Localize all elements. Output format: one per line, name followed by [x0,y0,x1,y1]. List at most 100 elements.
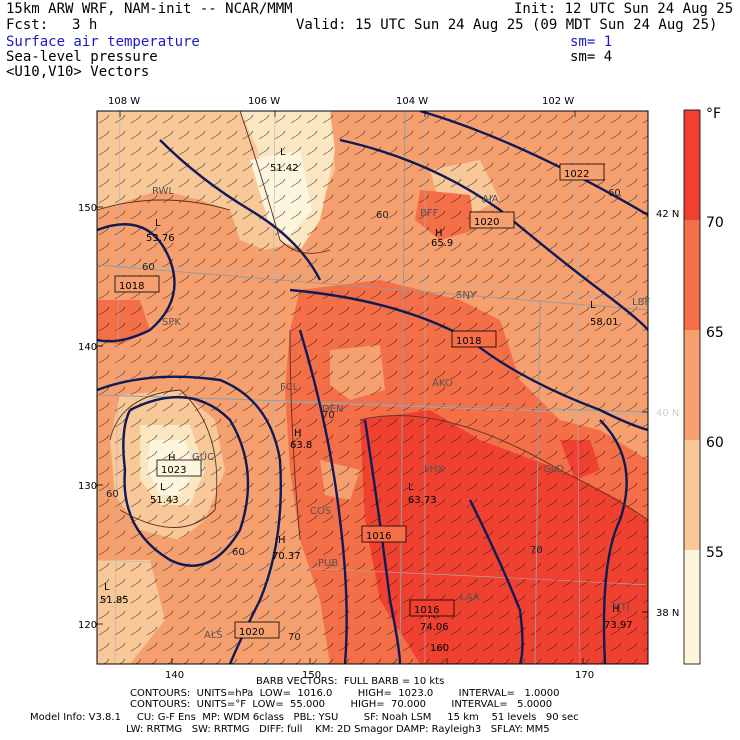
low-letter: L [104,582,110,593]
lon-label: 108 W [108,96,140,107]
station-labels: RWL BFF AIA SNY LBF SPK FCL DEN AKO GLD … [152,186,650,641]
contour-label: 70 [322,410,335,421]
grid-x-label: 150 [302,670,321,681]
color-swatch [684,110,700,220]
color-bar: °F 70 65 60 55 [683,106,724,665]
grid-y-label: 140 [78,342,97,353]
contours-pressure-info: CONTOURS: UNITS=hPa LOW= 1016.0 HIGH= 10… [130,688,560,699]
high-value: 73.97 [604,620,633,631]
contour-label: 60 [608,188,621,199]
lon-label: 106 W [248,96,280,107]
station-label: RWL [152,186,174,197]
station-label: FCL [280,382,299,393]
low-value: 58.01 [590,317,619,328]
station-label: COS [310,506,331,517]
field-pressure-label: Sea-level pressure [6,49,158,65]
station-label: AIA [482,194,499,205]
isobar-label: 1018 [119,281,144,292]
color-swatch [684,440,700,550]
high-letter: H [435,228,443,239]
forecast-hour: 3 h [72,17,98,33]
contour-label: 70 [530,545,543,556]
isobar-label: 1018 [456,336,481,347]
smoothing-temperature: sm= 1 [570,34,613,50]
wind-vectors [97,111,648,664]
pressure-contours [97,111,648,664]
frame-ticks [97,111,648,664]
low-value: 63.73 [408,495,437,506]
high-value: 74.06 [420,622,449,633]
station-label: AKO [432,378,453,389]
high-pressure-letter: H [168,453,176,464]
grid-y-label: 130 [78,481,97,492]
model-info-line1: Model Info: V3.8.1 CU: G-F Ens MP: WDM 6… [30,712,579,723]
contour-label: 60 [232,547,245,558]
high-letter: H [612,604,620,615]
grid-x-label: 170 [575,670,594,681]
init-time: Init: 12 UTC Sun 24 Aug 25 [514,1,734,17]
model-info-line2: LW: RRTMG SW: RRTMG DIFF: full KM: 2D Sm… [126,724,550,735]
lat-label: 40 N [656,408,679,419]
station-label: SPK [162,317,181,328]
station-label: GLD [543,464,564,475]
station-label: LAA [460,592,480,603]
contour-label: 70 [288,632,301,643]
station-label: DEN [322,404,344,415]
station-label: MTJ [612,602,630,613]
color-swatch [684,550,700,664]
model-title: 15km ARW WRF, NAM-init -- NCAR/MMM [6,1,293,17]
colorbar-unit: °F [706,106,721,122]
grid-y-label: 120 [78,620,97,631]
lon-label: 102 W [542,96,574,107]
low-letter: L [408,482,414,493]
grid-x-label: 160 [430,643,449,654]
field-temperature-label: Surface air temperature [6,34,200,50]
high-centers: H 65.9 H 63.8 H 70.37 H 74.06 H 73.97 H [168,228,633,633]
contour-label: 60 [376,210,389,221]
smoothing-pressure: sm= 4 [570,49,613,65]
color-swatch [684,220,700,330]
isobar-label: 1016 [414,605,439,616]
high-letter: H [294,428,302,439]
field-vectors-label: <U10,V10> Vectors [6,64,150,80]
station-label: LHX [424,464,444,475]
isobar-label: 1020 [239,627,264,638]
low-value: 53.76 [146,233,175,244]
temperature-contours [97,111,648,541]
colorbar-label: 70 [706,215,724,231]
low-value: 51.42 [270,163,299,174]
station-label: GUC [192,452,214,463]
isobar-label: 1023 [161,465,186,476]
low-value: 51.85 [100,595,129,606]
contour-label: 60 [142,262,155,273]
color-swatch [684,330,700,440]
forecast-label: Fcst: [6,17,49,33]
colorbar-label: 55 [706,545,724,561]
high-value: 65.9 [431,238,453,249]
contours-temperature-info: CONTOURS: UNITS=°F LOW= 55.000 HIGH= 70.… [130,699,553,710]
contour-label: 60 [106,489,119,500]
low-letter: L [590,300,596,311]
station-label: BFF [420,208,439,219]
low-centers: L 51.42 L 53.76 L 51.43 L 58.01 L 63.73 … [100,147,619,606]
grid-y-label: 150 [78,203,97,214]
pressure-labels: 1022 1020 1018 1018 1016 1016 1020 1023 [114,163,605,639]
low-value: 51.43 [150,495,179,506]
colorbar-label: 60 [706,435,724,451]
axis-labels: 108 W 106 W 104 W 102 W 42 N 40 N 38 N 1… [78,96,679,681]
high-letter: H [278,535,286,546]
isobar-label: 1022 [564,169,589,180]
valid-time: Valid: 15 UTC Sun 24 Aug 25 (09 MDT Sun … [296,17,718,33]
low-letter: L [280,147,286,158]
barb-info: BARB VECTORS: FULL BARB = 10 kts [256,676,445,687]
station-label: PUB [318,558,338,569]
lon-label: 104 W [396,96,428,107]
low-letter: L [160,482,166,493]
isobar-label: 1016 [366,531,391,542]
colorbar-label: 65 [706,325,724,341]
station-label: LBF [632,297,650,308]
high-value: 63.8 [290,440,312,451]
temperature-contour-labels: 60 60 60 60 70 70 70 60 [106,188,621,643]
isobar-label: 1020 [474,217,499,228]
